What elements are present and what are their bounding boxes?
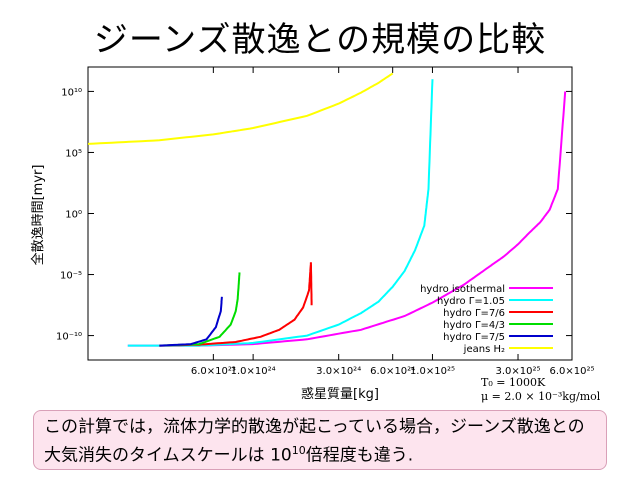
x-tick-label: 6.0×10²⁵ xyxy=(549,366,594,377)
x-axis-label: 惑星質量[kg] xyxy=(301,386,379,402)
param-mu: μ = 2.0 × 10⁻³kg/mol xyxy=(481,390,601,403)
series-hydro-105 xyxy=(127,79,434,347)
y-axis-label: 全散逸時間[myr] xyxy=(30,165,46,266)
series-hydro-isothermal xyxy=(127,91,567,347)
legend-label: jeans H₂ xyxy=(463,344,505,355)
legend-label: hydro Γ=4/3 xyxy=(443,320,505,331)
legend-label: hydro Γ=7/6 xyxy=(443,308,505,319)
x-tick-label: 3.0×10²⁴ xyxy=(316,366,361,377)
series-hydro-75 xyxy=(159,296,223,347)
param-t0: T₀ = 1000K xyxy=(481,376,546,389)
y-tick-label: 10⁻⁵ xyxy=(60,271,82,282)
legend-label: hydro isothermal xyxy=(420,284,505,295)
x-tick-label: 1.0×10²⁴ xyxy=(231,366,276,377)
y-tick-label: 10¹⁰ xyxy=(61,87,82,98)
caption-text-end: 倍程度も違う. xyxy=(305,445,414,466)
x-tick-label: 6.0×10²⁴ xyxy=(370,366,415,377)
series-jeans-h2 xyxy=(88,72,394,145)
caption-exponent: 10 xyxy=(291,444,306,457)
page-title: ジーンズ散逸との規模の比較 xyxy=(93,20,547,60)
series-layer xyxy=(88,72,567,347)
x-tick-label: 3.0×10²⁵ xyxy=(496,366,541,377)
legend-label: hydro Γ=1.05 xyxy=(437,296,505,307)
y-tick-label: 10⁵ xyxy=(65,148,82,159)
caption-text: この計算では，流体力学的散逸が起こっている場合，ジーンズ散逸との大気消失のタイム… xyxy=(44,417,585,466)
caption-box: この計算では，流体力学的散逸が起こっている場合，ジーンズ散逸との大気消失のタイム… xyxy=(33,410,607,470)
y-tick-label: 10⁰ xyxy=(65,210,82,221)
series-hydro-43 xyxy=(159,272,241,347)
y-tick-label: 10⁻¹⁰ xyxy=(56,332,82,343)
plot-frame xyxy=(87,66,573,361)
series-hydro-76 xyxy=(159,262,313,347)
legend-label: hydro Γ=7/5 xyxy=(443,332,505,343)
x-tick-label: 1.0×10²⁵ xyxy=(410,366,455,377)
x-tick-label: 6.0×10²³ xyxy=(191,366,236,377)
